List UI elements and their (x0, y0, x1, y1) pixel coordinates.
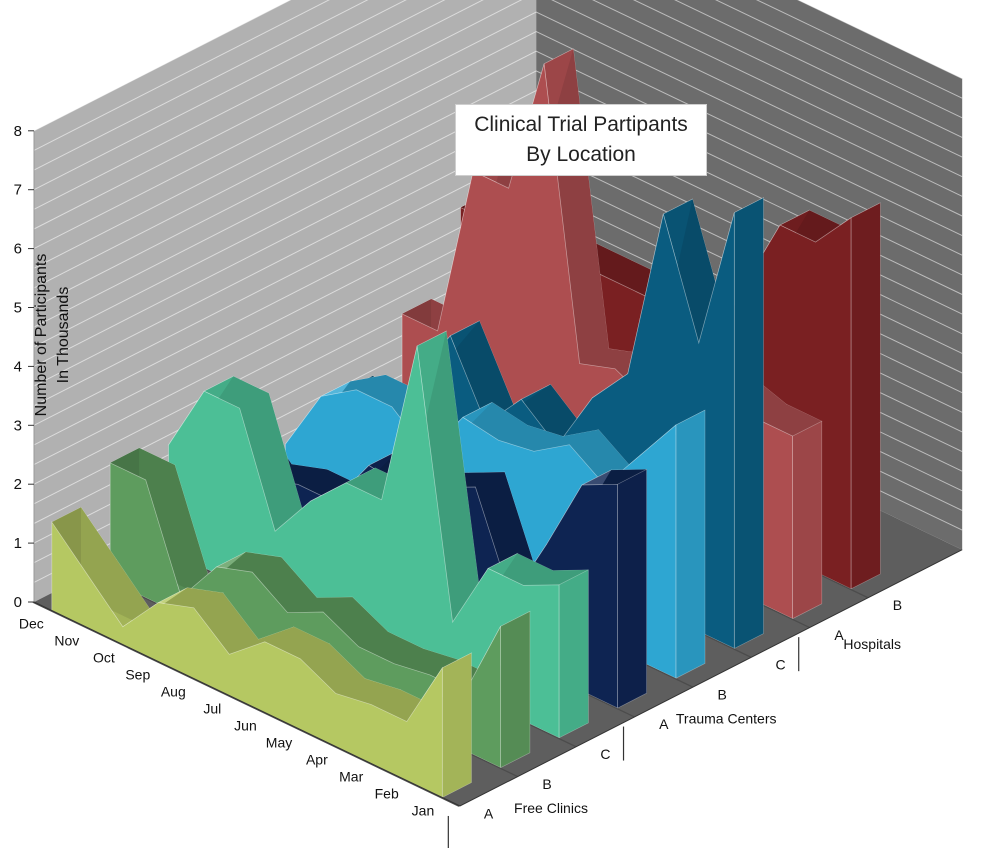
y-tick-label: 8 (14, 123, 22, 140)
month-label-mar: Mar (339, 769, 363, 785)
gridline (33, 31, 963, 289)
y-tick-label: 4 (14, 358, 22, 375)
group-label-hospitals: Hospitals (843, 636, 901, 652)
month-label-jan: Jan (412, 803, 435, 819)
gridline (33, 50, 963, 308)
area-front-cap (558, 569, 589, 739)
y-axis-title-line: In Thousands (55, 287, 72, 384)
y-tick-label: 1 (14, 535, 22, 552)
group-label-free-clinics: Free Clinics (514, 800, 588, 816)
area-front-cap (850, 202, 881, 590)
area-main-face (51, 520, 443, 799)
month-label-jun: Jun (234, 718, 257, 734)
category-label: C (600, 746, 610, 762)
category-label: A (484, 806, 494, 822)
area-main-face (168, 345, 560, 739)
month-label-aug: Aug (161, 684, 186, 700)
axis-baseline (33, 549, 963, 807)
category-label: C (776, 657, 786, 673)
month-label-may: May (266, 735, 292, 751)
month-label-apr: Apr (306, 752, 328, 768)
y-tick-label: 3 (14, 417, 22, 434)
area-front-cap (441, 652, 472, 798)
chart-title: Clinical Trial Partipants By Location (455, 104, 707, 176)
chart-title-line-1: Clinical Trial Partipants (474, 113, 688, 136)
gridline (33, 0, 963, 250)
area-front-cap (500, 610, 531, 769)
group-label-trauma-centers: Trauma Centers (676, 710, 777, 726)
area-floor-shadow (32, 602, 460, 807)
gridline (33, 0, 963, 171)
area-front-cap (617, 468, 647, 709)
y-tick-label: 0 (14, 594, 22, 611)
month-label-feb: Feb (375, 786, 399, 802)
y-axis-title-line: Number of Participants (33, 254, 50, 417)
y-axis: 0 1 2 3 4 5 6 7 8 (14, 123, 34, 611)
gridline (33, 70, 963, 328)
category-label: B (893, 597, 902, 613)
gridline (33, 0, 963, 191)
series-free-clinics-a (32, 506, 473, 807)
chart-title-line-2: By Location (526, 143, 636, 166)
y-tick-label: 5 (14, 300, 22, 317)
month-label-sep: Sep (125, 667, 150, 683)
category-label: B (718, 686, 727, 702)
area-front-cap (792, 420, 823, 620)
month-label-dec: Dec (19, 616, 44, 632)
y-tick-label: 6 (14, 241, 22, 258)
category-label: B (542, 776, 551, 792)
month-label-oct: Oct (93, 650, 115, 666)
back-wall (34, 0, 537, 602)
gridline (33, 0, 963, 230)
category-label: A (659, 716, 669, 732)
y-tick-label: 7 (14, 182, 22, 199)
area-front-cap (733, 197, 764, 649)
series-layer (32, 48, 881, 807)
gridline (33, 0, 963, 210)
gridline (33, 0, 963, 132)
x-axis: Jan Feb Mar Apr May Jun Jul Aug Sep Oct Nov Dec A B C F… (19, 549, 963, 848)
y-axis-title: Number of Participants In Thousands (33, 254, 72, 417)
month-label-nov: Nov (54, 633, 79, 649)
category-label: A (834, 627, 844, 643)
y-tick-label: 2 (14, 476, 22, 493)
gridline (33, 0, 963, 151)
area-front-cap (675, 409, 706, 679)
month-label-jul: Jul (203, 701, 221, 717)
gridline (33, 11, 963, 269)
